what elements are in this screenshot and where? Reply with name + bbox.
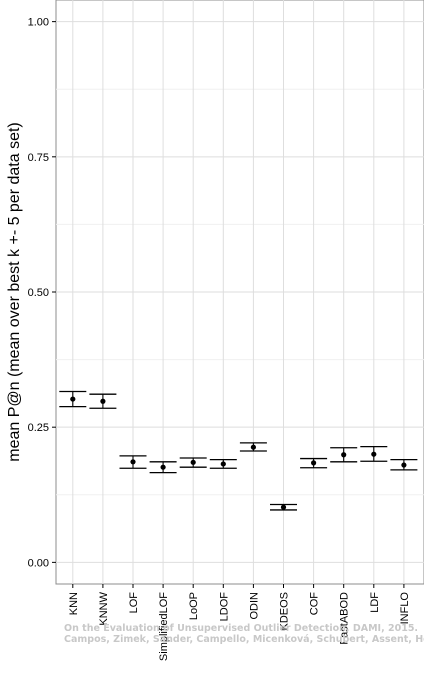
y-tick-label: 0.00 <box>28 557 49 569</box>
x-axis: KNN KNNW LOF SimplifiedLOF LoOP LDOF ODIN KDEOS… <box>68 584 411 661</box>
mean-point <box>190 459 196 465</box>
mean-point <box>371 451 377 457</box>
y-axis: 0.00 0.25 0.50 0.75 1.00 <box>28 17 56 569</box>
mean-point <box>100 398 106 404</box>
grid-lines <box>56 0 424 584</box>
mean-point <box>250 444 256 450</box>
y-tick-label: 1.00 <box>28 17 49 29</box>
y-tick-label: 0.25 <box>28 422 49 434</box>
x-tick-label: FastABOD <box>339 592 351 645</box>
mean-point <box>280 504 287 510</box>
mean-point <box>70 396 76 402</box>
data-points <box>70 396 407 510</box>
mean-point <box>160 464 166 470</box>
y-tick-label: 0.50 <box>28 287 49 299</box>
watermark-line-2: Campos, Zimek, Sander, Campello, Micenko… <box>64 634 424 645</box>
mean-point <box>220 461 226 467</box>
mean-point <box>130 459 136 465</box>
x-tick-label: ODIN <box>248 592 260 620</box>
watermark-line-1: On the Evaluation of Unsupervised Outlie… <box>64 623 418 634</box>
mean-point <box>311 460 317 466</box>
mean-point <box>341 452 347 458</box>
y-axis-title: mean P@n (mean over best k +- 5 per data… <box>6 122 23 462</box>
mean-point <box>401 462 407 468</box>
x-tick-label: LDOF <box>218 592 230 622</box>
x-tick-label: LOF <box>128 592 140 614</box>
x-tick-label: INFLO <box>399 592 411 625</box>
x-tick-label: SimplifiedLOF <box>158 592 170 661</box>
y-tick-label: 0.75 <box>28 152 49 164</box>
x-tick-label: KDEOS <box>279 592 291 631</box>
x-tick-label: COF <box>309 592 321 616</box>
x-tick-label: LoOP <box>188 592 200 620</box>
x-tick-label: KNN <box>68 592 80 615</box>
x-tick-label: LDF <box>369 592 381 613</box>
x-tick-label: KNNW <box>98 591 110 625</box>
